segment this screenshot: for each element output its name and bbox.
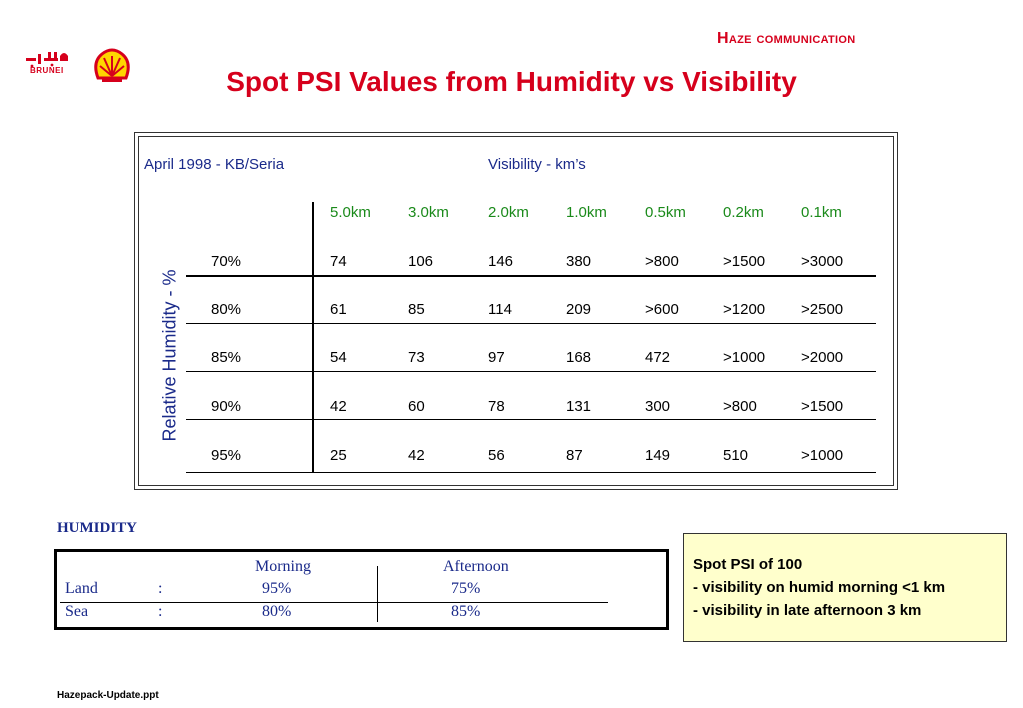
- humidity-row-land-afternoon: 75%: [451, 580, 481, 597]
- psi-cell: >800: [723, 398, 757, 415]
- humidity-row-sea-sep: :: [158, 603, 163, 620]
- psi-cell: 87: [566, 447, 583, 464]
- psi-row-humidity: 85%: [211, 349, 242, 366]
- psi-row-humidity: 90%: [211, 398, 242, 415]
- brunei-shell-logo: [26, 48, 130, 82]
- shell-pecten-icon: [94, 48, 130, 82]
- note-line-1: Spot PSI of 100: [693, 556, 803, 573]
- section-title: Haze communication: [717, 30, 856, 47]
- psi-cell: 60: [408, 398, 425, 415]
- humidity-table-hdivider: [60, 602, 608, 603]
- psi-cell: 380: [566, 253, 592, 270]
- psi-row-divider: [186, 275, 876, 277]
- psi-row-divider: [186, 419, 876, 420]
- psi-row-humidity: 70%: [211, 253, 242, 270]
- psi-cell: >1500: [801, 398, 844, 415]
- psi-cell: 61: [330, 301, 347, 318]
- psi-column-header: 0.2km: [723, 204, 764, 221]
- humidity-row-sea-morning: 80%: [262, 603, 292, 620]
- psi-cell: >1200: [723, 301, 766, 318]
- psi-cell: 42: [330, 398, 347, 415]
- psi-cell: 56: [488, 447, 505, 464]
- psi-cell: 510: [723, 447, 749, 464]
- psi-cell: 168: [566, 349, 592, 366]
- humidity-row-sea-afternoon: 85%: [451, 603, 481, 620]
- psi-cell: 472: [645, 349, 671, 366]
- psi-column-header: 5.0km: [330, 204, 371, 221]
- psi-cell: 85: [408, 301, 425, 318]
- psi-cell: 300: [645, 398, 671, 415]
- psi-row-divider: [186, 371, 876, 372]
- psi-cell: 42: [408, 447, 425, 464]
- psi-cell: 209: [566, 301, 592, 318]
- logo-brunei-label: BRUNEI: [30, 66, 64, 75]
- psi-cell: >2500: [801, 301, 844, 318]
- visibility-label: Visibility - km’s: [488, 156, 586, 173]
- psi-row-divider: [186, 323, 876, 324]
- humidity-row-land-sep: :: [158, 580, 163, 597]
- psi-cell: 114: [488, 301, 512, 318]
- psi-cell: 131: [566, 398, 592, 415]
- psi-cell: 73: [408, 349, 425, 366]
- humidity-table-frame: [54, 549, 669, 630]
- humidity-header-morning: Morning: [255, 558, 311, 575]
- relative-humidity-axis-label: Relative Humidity - %: [159, 269, 180, 442]
- psi-column-header: 1.0km: [566, 204, 607, 221]
- humidity-row-sea-label: Sea: [65, 603, 89, 620]
- psi-table-divider: [312, 202, 314, 472]
- humidity-table-vdivider: [377, 566, 378, 622]
- psi-cell: >1500: [723, 253, 766, 270]
- psi-column-header: 0.1km: [801, 204, 842, 221]
- psi-cell: 74: [330, 253, 347, 270]
- psi-cell: >1000: [801, 447, 844, 464]
- psi-column-header: 2.0km: [488, 204, 529, 221]
- humidity-header-afternoon: Afternoon: [443, 558, 509, 575]
- psi-cell: 25: [330, 447, 347, 464]
- humidity-row-land-label: Land: [65, 580, 98, 597]
- note-line-3: - visibility in late afternoon 3 km: [693, 602, 922, 619]
- psi-cell: >3000: [801, 253, 844, 270]
- psi-cell: >600: [645, 301, 679, 318]
- psi-table-frame-inner: [138, 136, 894, 486]
- psi-column-header: 0.5km: [645, 204, 686, 221]
- psi-cell: 106: [408, 253, 434, 270]
- psi-row-divider: [186, 472, 876, 473]
- psi-cell: 78: [488, 398, 505, 415]
- psi-cell: 54: [330, 349, 347, 366]
- psi-row-humidity: 95%: [211, 447, 242, 464]
- page-title: Spot PSI Values from Humidity vs Visibil…: [226, 66, 797, 97]
- psi-column-header: 3.0km: [408, 204, 449, 221]
- psi-cell: >800: [645, 253, 679, 270]
- psi-table-caption: April 1998 - KB/Seria: [144, 156, 285, 173]
- humidity-row-land-morning: 95%: [262, 580, 292, 597]
- footer-filename: Hazepack-Update.ppt: [57, 690, 159, 701]
- psi-cell: 149: [645, 447, 671, 464]
- psi-cell: 146: [488, 253, 514, 270]
- psi-cell: 97: [488, 349, 505, 366]
- psi-row-humidity: 80%: [211, 301, 242, 318]
- note-line-2: - visibility on humid morning <1 km: [693, 579, 946, 596]
- psi-table-frame-outer: [134, 132, 898, 490]
- note-box: [683, 533, 1007, 642]
- brand-mark-icon: [26, 52, 68, 68]
- psi-cell: >1000: [723, 349, 766, 366]
- humidity-title: HUMIDITY: [57, 520, 138, 536]
- psi-cell: >2000: [801, 349, 844, 366]
